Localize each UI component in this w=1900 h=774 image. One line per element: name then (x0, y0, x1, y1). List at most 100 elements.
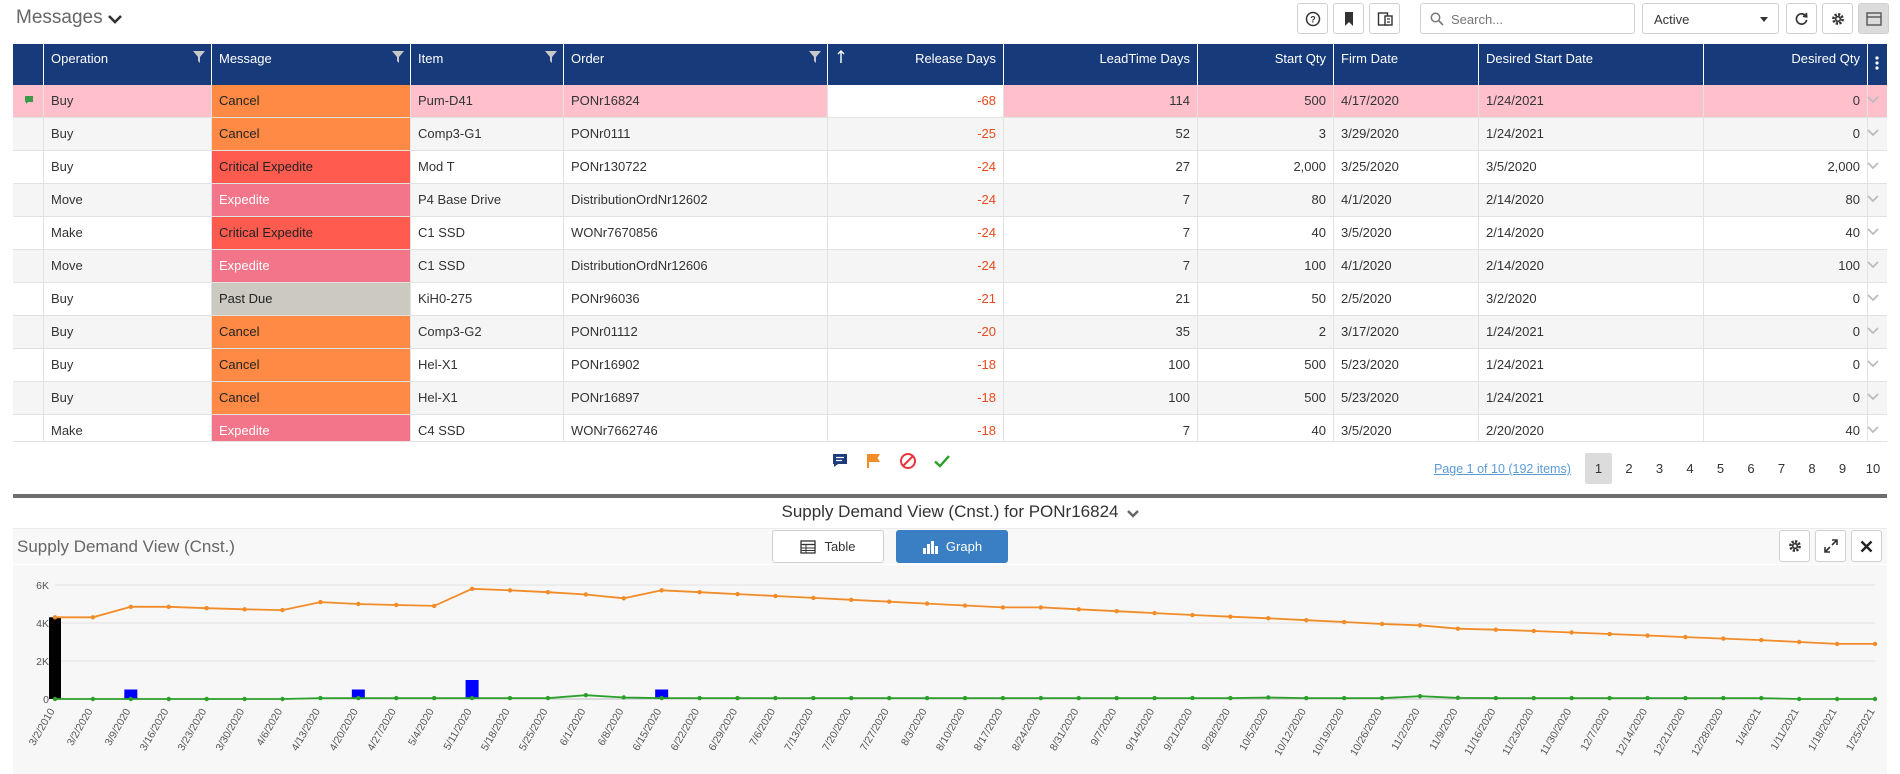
comment-icon[interactable] (831, 452, 849, 470)
chart-point[interactable] (1455, 695, 1461, 701)
page-button[interactable]: 4 (1686, 461, 1694, 476)
row-expand-chevron-icon[interactable] (1867, 327, 1879, 335)
column-menu-button[interactable] (1868, 44, 1887, 85)
chart-point[interactable] (1721, 695, 1726, 701)
chart-point[interactable] (886, 695, 892, 701)
page-button[interactable]: 2 (1625, 461, 1633, 476)
chart-point[interactable] (128, 696, 134, 702)
panel-toggle-button[interactable] (1858, 3, 1889, 34)
accept-check-icon[interactable] (933, 452, 951, 470)
layout-button[interactable] (1369, 3, 1400, 34)
chart-point[interactable] (1569, 630, 1574, 635)
chart-point[interactable] (545, 590, 551, 595)
chevron-down-icon[interactable] (1125, 507, 1141, 521)
chart-point[interactable] (1493, 627, 1499, 632)
refresh-button[interactable] (1786, 3, 1817, 34)
table-row[interactable]: Make Expedite C4 SSD WONr7662746 -18 7 40 3/5/2… (13, 415, 1887, 441)
chart-point[interactable] (1645, 695, 1650, 701)
column-header-desired-start-date[interactable]: Desired Start Date (1479, 44, 1704, 85)
column-header-release-days[interactable]: Release Days (828, 44, 1004, 85)
chart-bar[interactable] (49, 617, 61, 699)
chart-point[interactable] (621, 596, 626, 601)
chart-point[interactable] (621, 695, 626, 700)
ignore-icon[interactable] (899, 452, 917, 470)
column-header-desired-qty[interactable]: Desired Qty (1704, 44, 1868, 85)
panel-maximize-button[interactable] (1815, 530, 1846, 562)
chart-bar[interactable] (655, 689, 669, 700)
chart-point[interactable] (1190, 612, 1195, 618)
table-row[interactable]: Make Critical Expedite C1 SSD WONr7670856 -2… (13, 217, 1887, 250)
column-header-operation[interactable]: Operation (44, 44, 212, 85)
chart-point[interactable] (583, 592, 589, 597)
column-header-firm-date[interactable]: Firm Date (1334, 44, 1479, 85)
table-row[interactable]: Buy Cancel Pum-D41 PONr16824 -68 114 500 4/17/2… (13, 85, 1887, 118)
chart-point[interactable] (1038, 695, 1044, 701)
row-expand-chevron-icon[interactable] (1867, 129, 1879, 137)
chart-point[interactable] (1872, 696, 1878, 702)
row-expand-chevron-icon[interactable] (1867, 261, 1879, 269)
chart-point[interactable] (886, 599, 892, 604)
chart-point[interactable] (659, 588, 664, 593)
page-button[interactable]: 7 (1777, 461, 1786, 476)
chart-point[interactable] (507, 695, 513, 701)
chart-point[interactable] (318, 599, 323, 605)
chart-point[interactable] (1796, 696, 1802, 702)
help-button[interactable]: ? (1297, 3, 1328, 34)
row-selector[interactable] (13, 85, 44, 117)
chart-point[interactable] (811, 595, 816, 601)
chart-point[interactable] (1152, 610, 1157, 616)
chart-point[interactable] (1266, 616, 1271, 621)
chart-point[interactable] (545, 695, 551, 701)
select-column-header[interactable] (13, 44, 44, 85)
flag-icon[interactable] (865, 452, 883, 470)
chart-point[interactable] (1872, 641, 1878, 647)
row-expand-chevron-icon[interactable] (1867, 426, 1879, 434)
chart-point[interactable] (1645, 633, 1650, 638)
chart-point[interactable] (431, 695, 437, 701)
chart-point[interactable] (469, 695, 475, 701)
settings-button[interactable] (1822, 3, 1853, 34)
chart-point[interactable] (1341, 695, 1347, 701)
chart-point[interactable] (1531, 628, 1536, 634)
row-expand-chevron-icon[interactable] (1867, 96, 1879, 104)
table-row[interactable]: Buy Cancel Comp3-G2 PONr01112 -20 35 2 3/17/202… (13, 316, 1887, 349)
chart-point[interactable] (1531, 695, 1536, 701)
chart-point[interactable] (1721, 636, 1726, 641)
chart-point[interactable] (1607, 631, 1612, 637)
filter-icon[interactable] (545, 51, 557, 63)
chart-point[interactable] (1759, 695, 1764, 701)
chart-point[interactable] (1190, 695, 1195, 701)
row-expand-chevron-icon[interactable] (1867, 294, 1879, 302)
row-selector[interactable] (13, 118, 44, 150)
panel-divider[interactable] (13, 494, 1887, 498)
row-expand-chevron-icon[interactable] (1867, 360, 1879, 368)
chart-point[interactable] (166, 696, 171, 702)
row-selector[interactable] (13, 250, 44, 282)
page-button[interactable]: 3 (1655, 461, 1664, 476)
panel-settings-button[interactable] (1779, 530, 1810, 562)
chart-point[interactable] (962, 695, 968, 701)
bookmark-button[interactable] (1333, 3, 1364, 34)
chart-point[interactable] (1569, 695, 1574, 701)
chart-point[interactable] (1000, 605, 1006, 610)
chart-bar[interactable] (465, 680, 479, 699)
chart-point[interactable] (849, 597, 854, 603)
chart-point[interactable] (90, 696, 96, 702)
graph-view-button[interactable]: Graph (896, 530, 1008, 563)
page-button[interactable]: 5 (1716, 461, 1725, 476)
chart-point[interactable] (1379, 695, 1385, 701)
row-selector[interactable] (13, 415, 44, 441)
row-expand-chevron-icon[interactable] (1867, 162, 1879, 170)
chart-point[interactable] (735, 695, 740, 701)
row-selector[interactable] (13, 349, 44, 381)
chart-point[interactable] (1114, 609, 1119, 614)
chart-point[interactable] (469, 586, 475, 591)
chart-point[interactable] (1834, 641, 1840, 647)
chart-point[interactable] (52, 615, 58, 620)
page-button[interactable]: 9 (1838, 461, 1847, 476)
filter-icon[interactable] (193, 51, 205, 63)
chart-point[interactable] (1683, 695, 1688, 701)
chart-point[interactable] (583, 693, 589, 698)
chart-point[interactable] (1379, 621, 1385, 627)
search-box[interactable] (1420, 3, 1635, 34)
